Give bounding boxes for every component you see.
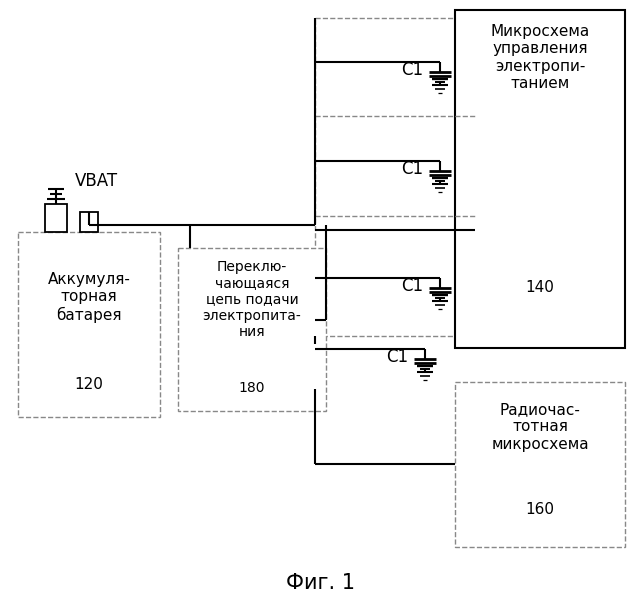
Text: Аккумуля-
торная
батарея: Аккумуля- торная батарея — [47, 272, 131, 323]
Text: 160: 160 — [525, 502, 554, 517]
Bar — [18, 232, 160, 417]
Bar — [178, 248, 326, 411]
Bar — [455, 10, 625, 348]
Text: C1: C1 — [401, 160, 423, 178]
Text: 140: 140 — [525, 280, 554, 295]
Text: C1: C1 — [401, 61, 423, 79]
Bar — [45, 204, 67, 232]
Text: 120: 120 — [75, 377, 104, 392]
Text: Радиочас-
тотная
микросхема: Радиочас- тотная микросхема — [491, 402, 589, 452]
Text: 180: 180 — [239, 381, 265, 395]
Text: VBAT: VBAT — [74, 172, 118, 190]
Text: C1: C1 — [401, 277, 423, 295]
Text: Фиг. 1: Фиг. 1 — [285, 573, 355, 593]
Text: Переклю-
чающаяся
цепь подачи
электропита-
ния: Переклю- чающаяся цепь подачи электропит… — [203, 260, 301, 339]
Bar — [80, 212, 98, 232]
Text: Микросхема
управления
электропи-
танием: Микросхема управления электропи- танием — [490, 24, 589, 91]
Bar — [315, 18, 475, 336]
Bar — [455, 382, 625, 547]
Text: C1: C1 — [386, 348, 408, 366]
